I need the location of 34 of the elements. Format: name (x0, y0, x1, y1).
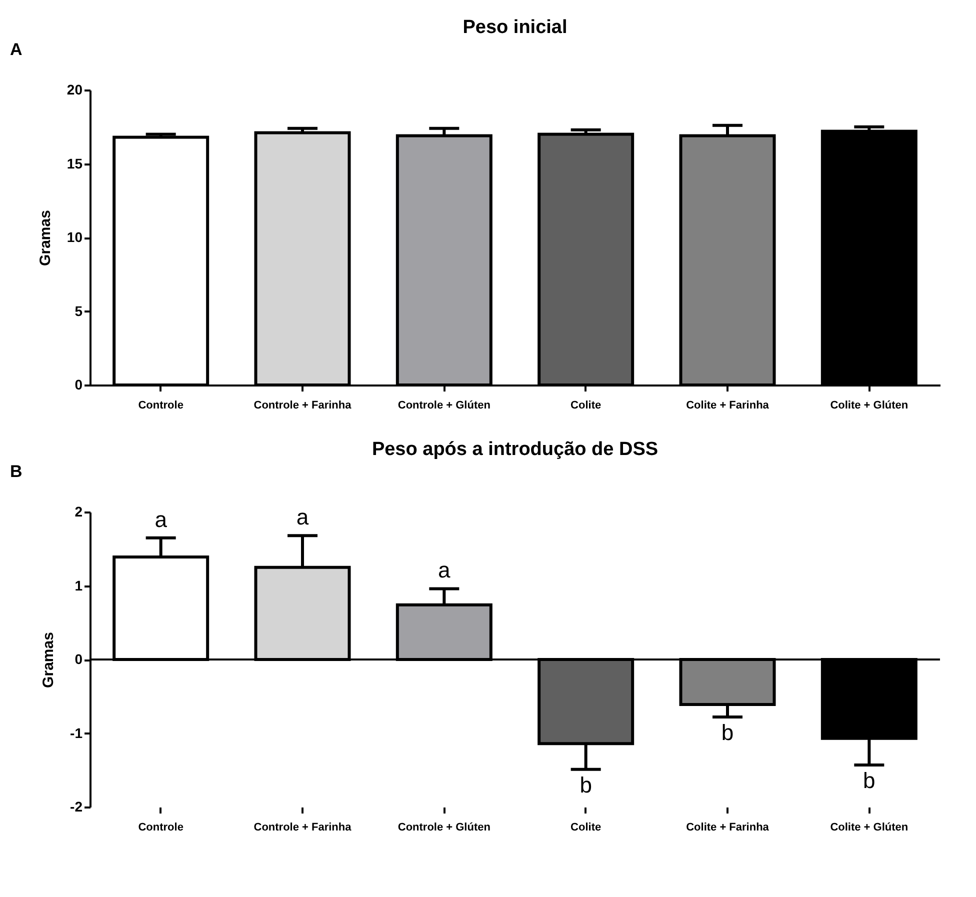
x-tick-label: Controle + Glúten (398, 400, 491, 412)
annotation: a (154, 506, 168, 532)
y-tick-label: 10 (66, 229, 83, 245)
text: B (10, 462, 22, 481)
chart-title: Peso após a introdução de DSS (372, 439, 658, 460)
x-tick-label: Controle (138, 400, 184, 412)
y-tick-label: 2 (74, 504, 83, 520)
x-tick-label: Colite (570, 822, 602, 834)
x-tick-label: Controle (138, 822, 184, 834)
y-tick-label: 5 (74, 302, 83, 319)
y-tick-label: 20 (66, 82, 83, 98)
x-tick-label: Colite (570, 400, 602, 412)
y-tick-label: 0 (74, 376, 83, 392)
x-tick-label: Controle + Glúten (398, 822, 491, 834)
annotation: a (296, 504, 310, 530)
x-tick-label: Controle + Farinha (254, 822, 352, 834)
annotation: b (580, 772, 592, 798)
y-axis-title: Gramas (40, 632, 58, 688)
annotation: b (721, 720, 734, 746)
x-tick-label: Colite + Glúten (830, 822, 908, 834)
y-axis-title: Gramas (36, 210, 54, 266)
y-tick-label: -1 (70, 724, 83, 741)
chart-title: Peso inicial (462, 17, 568, 38)
text: A (10, 40, 22, 59)
x-tick-label: Colite + Farinha (686, 400, 770, 412)
x-tick-label: Controle + Farinha (254, 400, 352, 412)
x-tick-label: Colite + Farinha (686, 822, 770, 834)
x-tick-label: Colite + Glúten (830, 400, 908, 412)
y-tick-label: 0 (74, 651, 83, 667)
y-tick-label: 1 (74, 577, 83, 594)
annotation: a (438, 558, 452, 583)
annotation: b (863, 768, 876, 793)
y-tick-label: -2 (70, 798, 83, 814)
y-tick-label: 15 (66, 155, 83, 172)
